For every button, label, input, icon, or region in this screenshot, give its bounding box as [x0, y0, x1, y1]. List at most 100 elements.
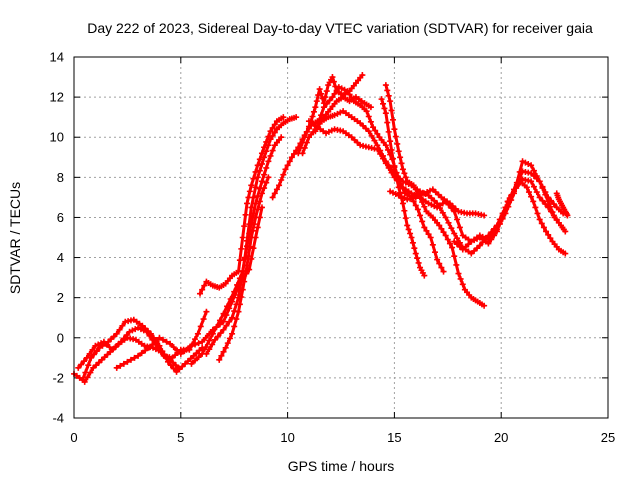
- data-point: [246, 188, 253, 195]
- data-point: [536, 194, 543, 201]
- data-point: [256, 156, 263, 163]
- data-point: [293, 114, 300, 121]
- data-point: [113, 330, 120, 337]
- data-point: [192, 336, 199, 343]
- data-point: [446, 240, 453, 247]
- data-point: [261, 144, 268, 151]
- data-point: [385, 92, 392, 99]
- data-point: [220, 310, 227, 317]
- data-point: [421, 224, 428, 231]
- data-point: [382, 142, 389, 149]
- data-point: [244, 200, 251, 207]
- data-point: [530, 167, 537, 174]
- data-point: [273, 186, 280, 193]
- data-point: [203, 308, 210, 315]
- data-point: [142, 347, 149, 354]
- data-point: [397, 154, 404, 161]
- data-point: [504, 198, 511, 205]
- data-point: [254, 174, 261, 181]
- series-sat-track-14: [378, 96, 428, 279]
- x-tick-label: 15: [387, 430, 401, 445]
- data-point: [402, 174, 409, 181]
- data-point: [267, 128, 274, 135]
- data-point: [539, 185, 546, 192]
- series-sat-track-5: [188, 134, 285, 367]
- data-point: [550, 201, 557, 208]
- data-point: [223, 322, 230, 329]
- data-point: [564, 212, 571, 219]
- data-point: [244, 237, 251, 244]
- data-point: [530, 183, 537, 190]
- data-point: [329, 74, 336, 81]
- data-point: [93, 348, 100, 355]
- data-point: [269, 194, 276, 201]
- data-point: [229, 330, 236, 337]
- data-point: [562, 228, 569, 235]
- data-point: [278, 177, 285, 184]
- data-point: [419, 218, 426, 225]
- series-line: [190, 135, 283, 366]
- data-point: [377, 150, 384, 157]
- data-point: [135, 352, 142, 359]
- data-point: [427, 234, 434, 241]
- data-point: [156, 334, 163, 341]
- y-tick-label: 8: [57, 170, 64, 185]
- data-point: [263, 138, 270, 145]
- data-point: [280, 114, 287, 121]
- data-point: [414, 255, 421, 262]
- data-point: [258, 150, 265, 157]
- data-point: [365, 113, 372, 120]
- data-point: [280, 171, 287, 178]
- data-point: [250, 175, 257, 182]
- data-point: [258, 190, 265, 197]
- data-point: [320, 104, 327, 111]
- data-point: [547, 235, 554, 242]
- data-point: [299, 150, 306, 157]
- data-point: [254, 224, 261, 231]
- data-point: [493, 226, 500, 233]
- series-sat-track-7: [216, 174, 272, 363]
- data-point: [457, 275, 464, 282]
- data-point: [539, 197, 546, 204]
- data-point: [167, 340, 174, 347]
- data-point: [408, 234, 415, 241]
- data-point: [431, 249, 438, 256]
- data-point: [252, 168, 259, 175]
- data-point: [421, 272, 428, 279]
- data-point: [213, 324, 220, 331]
- data-point: [436, 222, 443, 229]
- data-point: [451, 253, 458, 260]
- data-point: [254, 206, 261, 213]
- data-point: [246, 243, 253, 250]
- data-point: [233, 316, 240, 323]
- data-point: [200, 316, 207, 323]
- data-point: [545, 231, 552, 238]
- data-point: [261, 171, 268, 178]
- data-point: [265, 158, 272, 165]
- series-line: [217, 175, 270, 362]
- y-tick-label: -4: [52, 411, 64, 426]
- data-point: [365, 128, 372, 135]
- data-point: [404, 222, 411, 229]
- data-point: [454, 216, 461, 223]
- data-point: [528, 178, 535, 185]
- data-point: [399, 185, 406, 192]
- data-point: [278, 134, 285, 141]
- data-point: [438, 264, 445, 271]
- data-point: [199, 338, 206, 345]
- data-point: [124, 358, 131, 365]
- data-point: [254, 162, 261, 169]
- y-tick-label: -2: [52, 370, 64, 385]
- series-sat-track-3: [81, 334, 182, 385]
- data-point: [276, 182, 283, 189]
- data-point: [423, 227, 430, 234]
- data-point: [235, 308, 242, 315]
- data-point: [284, 162, 291, 169]
- data-point: [113, 364, 120, 371]
- series-line: [198, 115, 285, 296]
- data-point: [387, 98, 394, 105]
- data-point: [330, 78, 337, 85]
- data-point: [119, 322, 126, 329]
- data-point: [543, 228, 550, 235]
- data-point: [401, 207, 408, 214]
